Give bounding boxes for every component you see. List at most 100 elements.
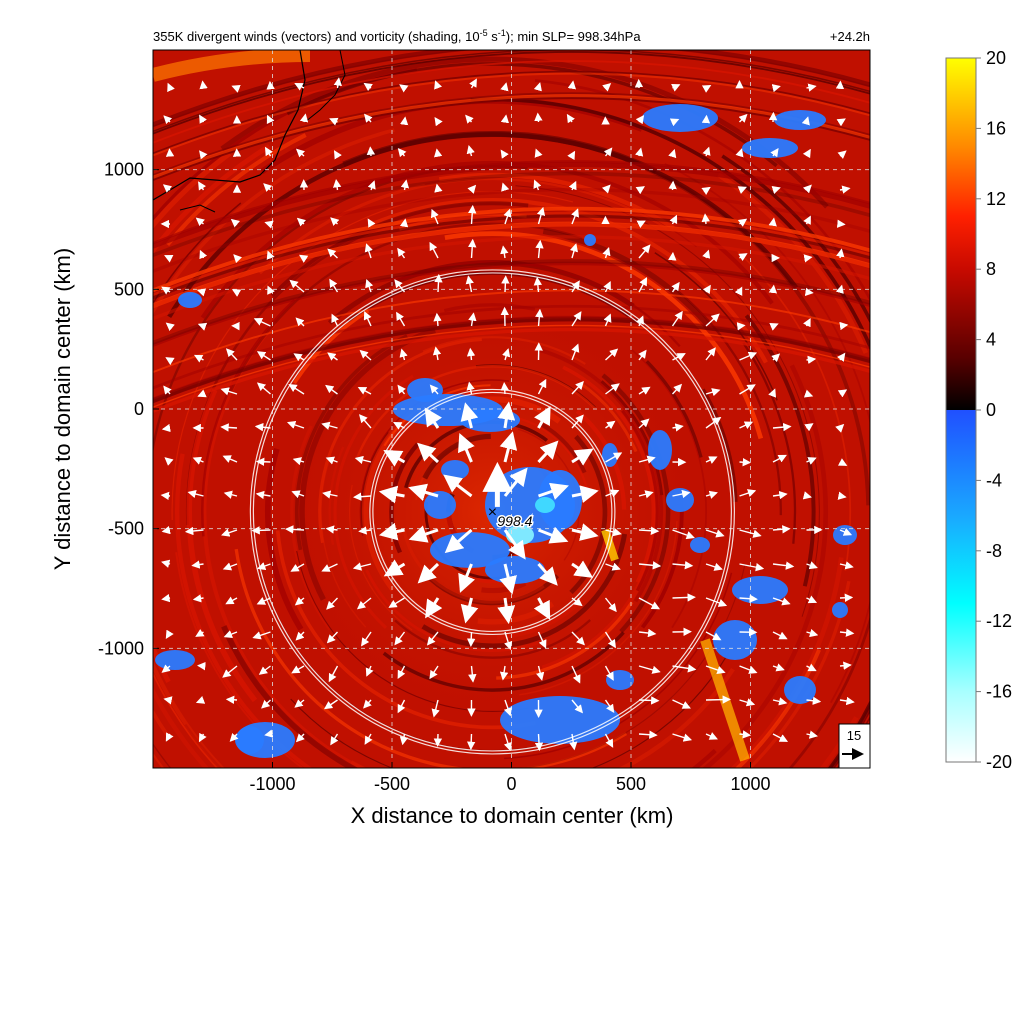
- wind-vector: [299, 113, 309, 123]
- wind-vector: [671, 281, 680, 293]
- vorticity-band: [296, 550, 530, 712]
- vorticity-band: [288, 850, 550, 907]
- range-ring: [372, 391, 613, 633]
- negative-vorticity-patch: [642, 104, 718, 132]
- wind-vector: [737, 218, 748, 227]
- wind-vector: [199, 114, 207, 124]
- wind-vector: [367, 180, 376, 191]
- wind-vector: [365, 665, 374, 677]
- wind-vector: [165, 322, 175, 332]
- colorbar-negative: [946, 410, 976, 762]
- wind-vector: [739, 489, 757, 498]
- wind-vector: [604, 631, 616, 649]
- wind-vector: [399, 348, 408, 361]
- x-axis-ticks: -1000 -500 0 500 1000: [249, 762, 771, 794]
- wind-vector: [839, 661, 852, 670]
- wind-vector: [294, 82, 305, 91]
- wind-vector: [354, 455, 372, 465]
- wind-vector: [701, 186, 711, 195]
- vorticity-band: [299, 327, 436, 601]
- wind-vector: [199, 80, 208, 90]
- wind-vector: [468, 204, 477, 225]
- wind-vector: [635, 147, 644, 157]
- wind-vector: [702, 146, 711, 157]
- wind-vector: [399, 84, 409, 93]
- wind-vector: [165, 629, 174, 639]
- wind-vector: [361, 631, 372, 647]
- wind-vector: [803, 254, 813, 263]
- wind-vector: [466, 733, 476, 751]
- wind-vector: [165, 357, 175, 366]
- wind-vector: [836, 118, 846, 127]
- wind-vector: [258, 665, 271, 675]
- wind-vector: [837, 491, 847, 500]
- vorticity-field: [153, 50, 870, 907]
- wind-vector: [378, 485, 405, 504]
- wind-vector: [772, 631, 788, 640]
- wind-vector: [802, 491, 812, 500]
- wind-vector: [356, 597, 372, 610]
- wind-vector: [266, 80, 275, 90]
- wind-vector: [426, 631, 439, 646]
- wind-vector: [199, 150, 208, 160]
- wind-vector: [535, 239, 544, 259]
- wind-vector: [263, 183, 273, 192]
- wind-vector: [408, 525, 439, 543]
- negative-vorticity-patch: [584, 234, 596, 246]
- wind-vector: [195, 695, 206, 704]
- vorticity-band: [294, 334, 408, 551]
- wind-vector: [430, 208, 439, 225]
- wind-vector: [264, 220, 274, 229]
- vorticity-band: [153, 50, 870, 127]
- wind-vector: [255, 490, 271, 500]
- wind-vector: [769, 323, 779, 331]
- colorbar-tick-label: 20: [986, 48, 1006, 68]
- wind-vector: [497, 597, 516, 625]
- chart-title: 355K divergent winds (vectors) and vorti…: [153, 28, 641, 44]
- vorticity-band: [428, 852, 672, 896]
- wind-vector: [502, 348, 511, 361]
- wind-vector: [261, 699, 271, 709]
- wind-vector: [638, 561, 662, 570]
- wind-vector: [222, 562, 238, 571]
- wind-vector: [466, 381, 475, 395]
- wind-vector: [705, 695, 731, 704]
- vorticity-band: [153, 60, 870, 144]
- wind-vector: [739, 563, 765, 572]
- wind-vector: [503, 699, 512, 717]
- wind-vector: [567, 150, 576, 161]
- wind-vector: [501, 182, 510, 192]
- wind-vector: [672, 423, 684, 432]
- wind-vector: [701, 213, 710, 225]
- wind-vector: [329, 278, 339, 293]
- wind-vector: [469, 78, 477, 89]
- wind-vector: [363, 82, 373, 92]
- wind-vector: [289, 279, 305, 293]
- wind-vector: [434, 183, 443, 193]
- wind-vector: [467, 631, 476, 647]
- wind-vector: [328, 665, 339, 683]
- wind-vector: [327, 352, 338, 361]
- wind-vector: [671, 310, 683, 327]
- vorticity-band: [153, 144, 271, 255]
- wind-vector: [770, 148, 779, 158]
- wind-vector: [225, 596, 238, 605]
- colorbar: 20 16 12 8 4 0 -4 -8 -12 -16 -20: [945, 48, 1012, 772]
- wind-vector: [295, 631, 305, 641]
- wind-vector: [161, 593, 171, 603]
- wind-vector: [771, 83, 781, 93]
- wind-vector: [772, 561, 795, 570]
- wind-vector: [465, 114, 474, 124]
- vorticity-band: [153, 324, 870, 408]
- wind-vector: [397, 384, 406, 395]
- wind-vector: [358, 414, 372, 429]
- vorticity-band: [645, 360, 703, 458]
- wind-vector: [739, 730, 752, 739]
- wind-vector: [326, 631, 339, 644]
- wind-vector: [325, 525, 338, 534]
- y-tick-label: 0: [134, 399, 144, 419]
- wind-vector: [705, 597, 728, 607]
- wind-vector: [638, 597, 661, 610]
- vorticity-band: [265, 447, 304, 631]
- wind-vector: [571, 311, 582, 327]
